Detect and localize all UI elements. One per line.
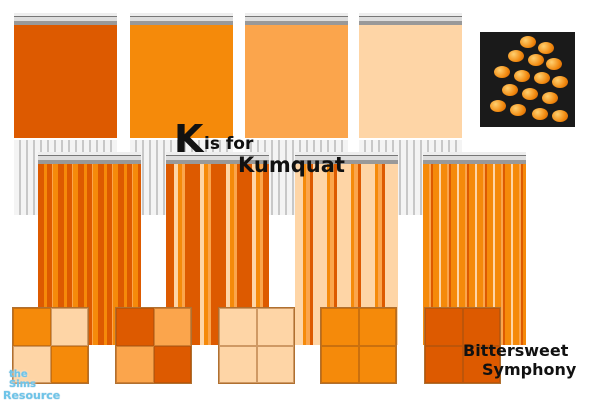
title-word: Kumquat bbox=[238, 153, 345, 177]
swatch-light bbox=[245, 13, 348, 140]
title-is-for: is for bbox=[204, 134, 254, 154]
floor-tile-4 bbox=[320, 307, 397, 384]
kumquat-photo bbox=[480, 32, 575, 127]
logo-line2: Resource bbox=[3, 389, 61, 402]
floor-tile-2 bbox=[115, 307, 192, 384]
subtitle-line2: Symphony bbox=[482, 360, 577, 379]
floor-tile-5 bbox=[424, 307, 501, 384]
swatch-pale bbox=[359, 13, 462, 140]
floor-tile-3 bbox=[218, 307, 295, 384]
striped-panel-2 bbox=[166, 152, 269, 345]
sims-resource-logo: the Sims Resource bbox=[3, 369, 61, 402]
floor-tile-1 bbox=[12, 307, 89, 384]
swatch-medium bbox=[130, 13, 233, 140]
subtitle-line1: Bittersweet bbox=[463, 341, 569, 360]
swatch-dark bbox=[14, 13, 117, 140]
title-letter: K bbox=[174, 117, 204, 161]
logo-line1: the Sims bbox=[9, 369, 37, 390]
